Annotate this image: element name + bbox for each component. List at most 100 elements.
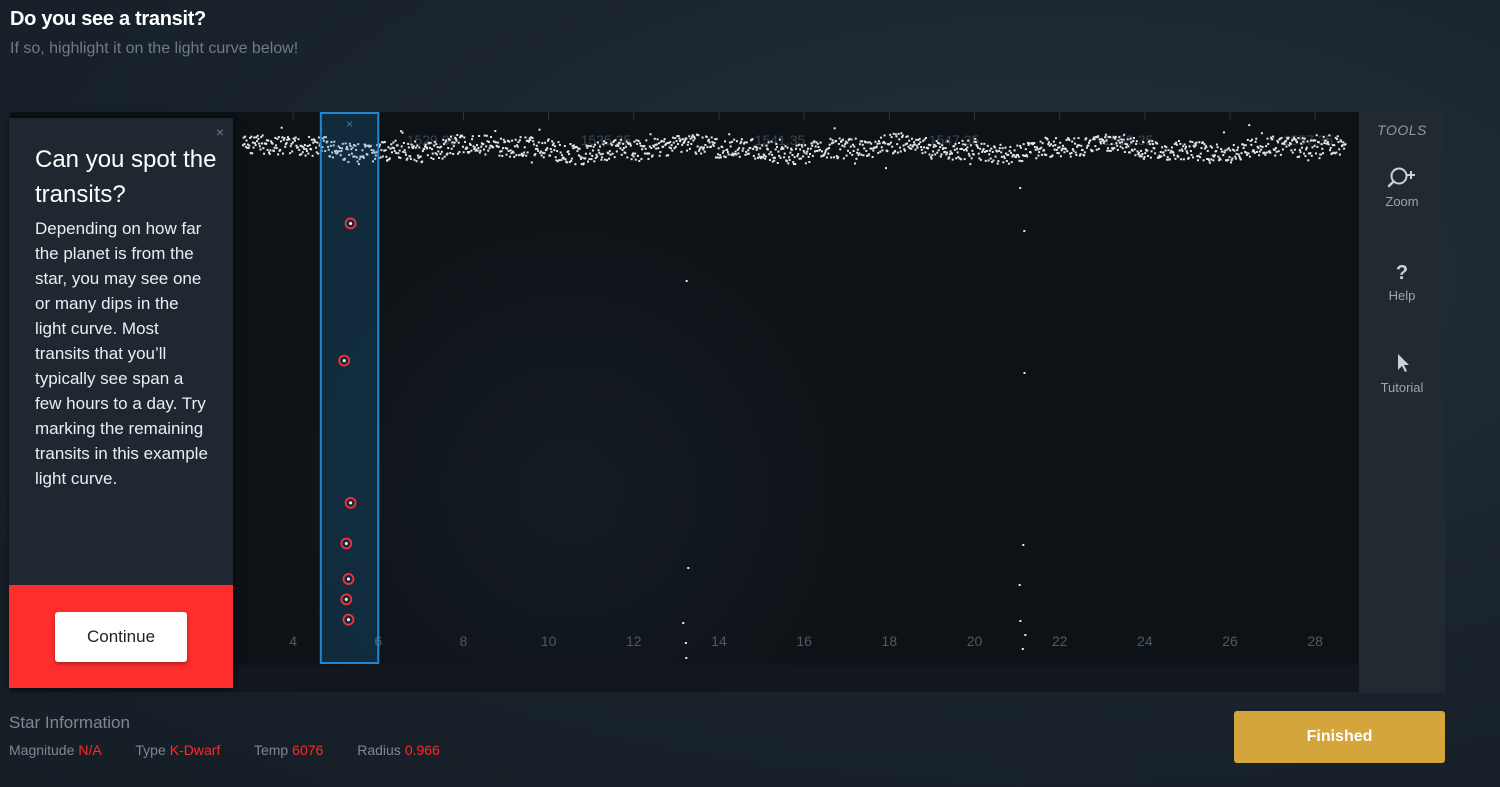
- data-point: [1232, 148, 1235, 151]
- data-point: [540, 154, 543, 157]
- tutorial-tool-button[interactable]: Tutorial: [1359, 348, 1445, 395]
- data-point: [1090, 148, 1093, 151]
- data-point: [738, 155, 741, 158]
- data-point: [1303, 137, 1306, 140]
- data-point: [452, 145, 455, 148]
- data-point: [1146, 149, 1149, 152]
- help-tool-button[interactable]: ? Help: [1359, 256, 1445, 303]
- data-point: [626, 156, 629, 159]
- data-point: [473, 147, 476, 150]
- data-point: [1200, 147, 1203, 150]
- plot-scroll-strip[interactable]: [10, 665, 1359, 692]
- data-point: [669, 147, 672, 150]
- data-point: [379, 156, 382, 159]
- data-point: [1199, 156, 1202, 159]
- data-point: [1282, 141, 1285, 144]
- light-curve-plot[interactable]: 1529.35 1535.35 1541.35 1547.35 1553.35 1557.…: [10, 112, 1359, 692]
- data-point: [749, 147, 752, 150]
- data-point: [744, 153, 747, 156]
- data-point: [405, 158, 408, 161]
- data-point: [762, 153, 765, 156]
- data-point: [809, 147, 812, 150]
- data-point: [1077, 137, 1080, 140]
- data-point: [1064, 148, 1067, 151]
- data-point: [354, 144, 357, 147]
- data-point: [1133, 137, 1136, 140]
- data-point: [970, 157, 973, 160]
- data-point: [1166, 158, 1169, 161]
- data-point: [553, 149, 556, 152]
- transit-point: [684, 642, 687, 644]
- data-point: [445, 139, 448, 142]
- data-point: [318, 144, 321, 147]
- data-point: [572, 147, 575, 150]
- data-point: [979, 158, 982, 161]
- data-point: [327, 145, 330, 148]
- data-point: [1151, 143, 1154, 146]
- data-point: [808, 160, 811, 163]
- data-point: [1033, 141, 1036, 144]
- transit-point: [1019, 187, 1022, 189]
- data-point: [1272, 135, 1275, 138]
- zoom-tool-button[interactable]: Zoom: [1359, 162, 1445, 209]
- data-point: [350, 152, 353, 155]
- data-point: [404, 151, 407, 154]
- data-point: [858, 152, 861, 155]
- continue-button[interactable]: Continue: [55, 612, 187, 662]
- data-point: [1073, 137, 1076, 140]
- transit-point: [1023, 230, 1026, 232]
- data-point: [277, 153, 280, 156]
- data-point: [493, 140, 496, 143]
- data-point: [383, 141, 386, 144]
- data-point: [1298, 149, 1301, 152]
- finished-button[interactable]: Finished: [1234, 711, 1445, 763]
- data-point: [1067, 137, 1070, 140]
- data-point: [594, 143, 597, 146]
- data-point: [724, 140, 727, 143]
- data-point: [575, 146, 578, 149]
- data-point: [736, 148, 739, 151]
- data-point: [316, 141, 319, 144]
- data-point: [374, 157, 377, 160]
- data-point: [693, 135, 696, 138]
- data-point: [966, 146, 969, 149]
- transit-selection-box[interactable]: [319, 112, 380, 664]
- close-icon[interactable]: ×: [215, 124, 224, 140]
- data-point: [421, 150, 424, 153]
- marked-point: [342, 359, 346, 363]
- data-point: [782, 147, 785, 150]
- data-point: [757, 153, 760, 156]
- data-point: [974, 140, 977, 143]
- data-point: [648, 145, 651, 148]
- data-point: [955, 157, 958, 160]
- data-point: [734, 150, 737, 153]
- data-point: [1267, 142, 1270, 145]
- data-point: [947, 157, 950, 160]
- data-point: [818, 148, 821, 151]
- data-point: [858, 143, 861, 146]
- light-curve-svg[interactable]: 1529.35 1535.35 1541.35 1547.35 1553.35 1557.…: [10, 112, 1359, 692]
- data-point: [298, 148, 301, 151]
- data-point: [1110, 143, 1113, 146]
- data-point: [794, 163, 797, 166]
- data-point: [1251, 138, 1254, 141]
- data-point: [478, 134, 481, 137]
- data-point: [747, 152, 750, 155]
- data-point: [1174, 157, 1177, 160]
- data-point: [653, 137, 656, 140]
- data-point: [1154, 152, 1157, 155]
- data-point: [547, 138, 550, 141]
- data-point: [1220, 148, 1223, 151]
- data-point: [301, 145, 304, 148]
- selection-remove-icon[interactable]: ×: [346, 117, 353, 131]
- data-point: [472, 145, 475, 148]
- data-point: [995, 150, 998, 153]
- tutorial-popup: × Can you spot the transits? Depending o…: [9, 118, 233, 688]
- data-point: [435, 143, 438, 146]
- data-point: [1068, 139, 1071, 142]
- data-point: [854, 137, 857, 140]
- data-point: [1182, 158, 1185, 161]
- data-point: [962, 143, 965, 146]
- data-point: [1302, 140, 1305, 143]
- data-point: [485, 145, 488, 148]
